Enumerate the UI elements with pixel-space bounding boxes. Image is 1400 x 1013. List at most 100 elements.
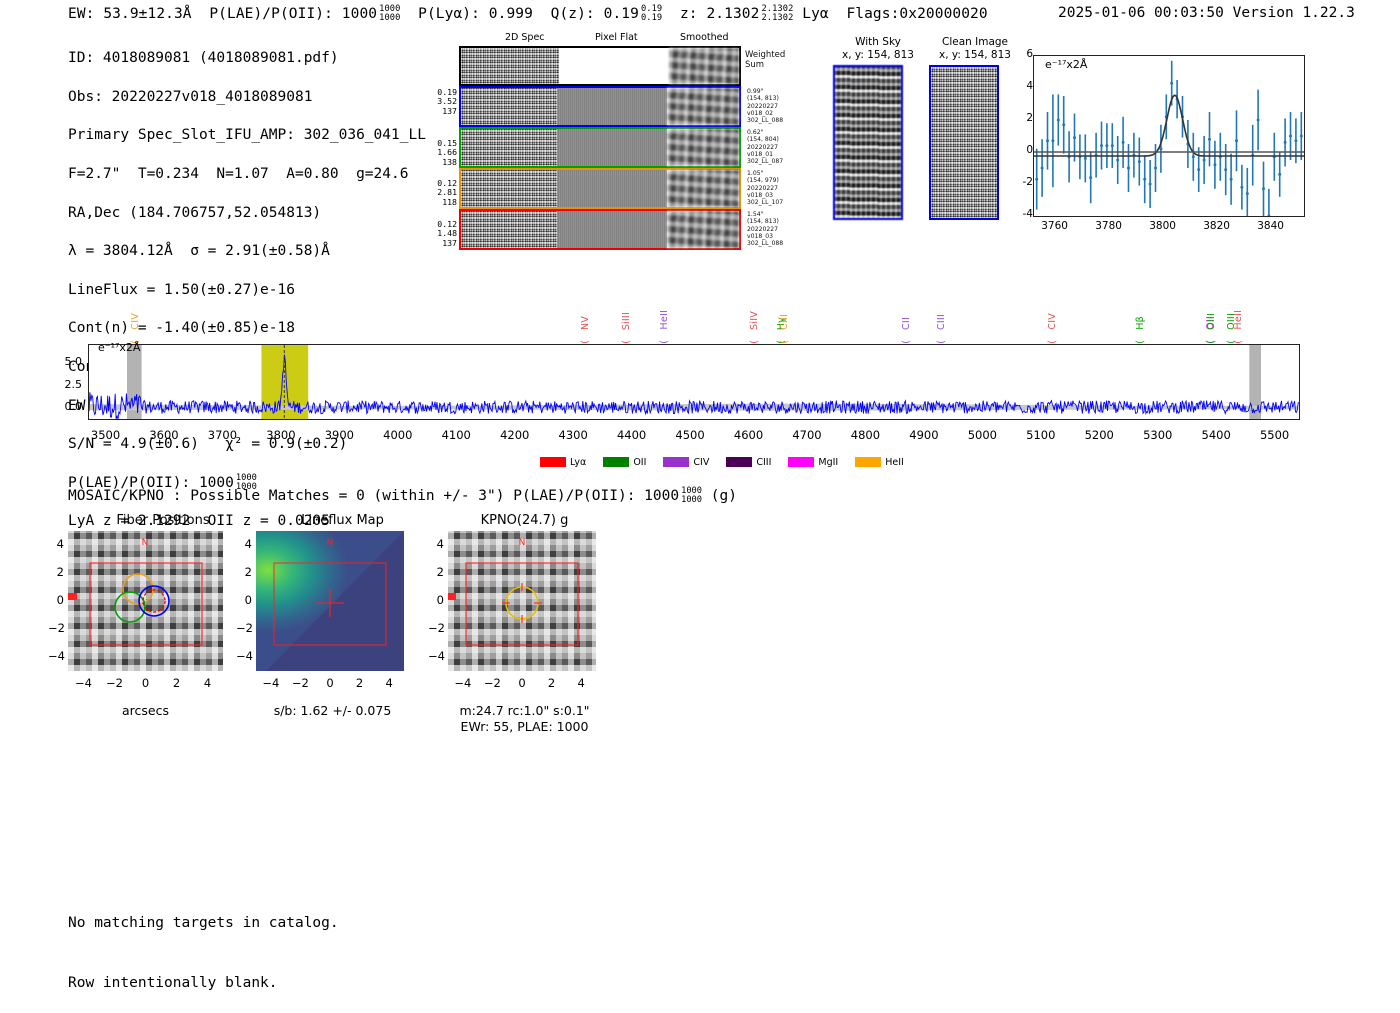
- fiber4-smoothed: [667, 211, 739, 248]
- emission-line-label: SiIV: [749, 311, 761, 330]
- row3-num-2: 118: [442, 196, 457, 207]
- legend-swatch: [788, 457, 815, 467]
- legend-label: MgII: [818, 456, 839, 468]
- emission-line-label: HeII: [658, 310, 670, 330]
- legend-item: CIII: [726, 457, 771, 468]
- panel-xtick: −4: [262, 676, 280, 690]
- row-metrics-2: 0.15 1.66 138: [437, 138, 457, 167]
- row4-num-0: 0.12: [437, 219, 457, 229]
- main-xtick: 5200: [1084, 428, 1114, 442]
- info-line-obs: Obs: 20220227v018_4018089081: [68, 88, 313, 105]
- panel-xtick: 0: [326, 676, 334, 690]
- legend-label: OII: [633, 456, 647, 468]
- weighted-sum-pixelflat: [559, 48, 669, 84]
- main-xtick: 4600: [733, 428, 764, 442]
- main-xtick: 4500: [675, 428, 705, 442]
- fit-xtick: 3820: [1203, 220, 1230, 232]
- row4-num-2: 137: [442, 237, 457, 248]
- row1-num-0: 0.19: [437, 87, 457, 97]
- z-hi: 2.1302: [761, 4, 794, 14]
- fiber-row-2: [459, 127, 741, 168]
- main-xtick: 4300: [558, 428, 588, 442]
- fit-ytick: -4: [1022, 208, 1033, 220]
- plae-lo: 1000: [379, 12, 401, 23]
- lineflux-map-image: N: [256, 531, 404, 671]
- panel-ytick: 0: [436, 593, 444, 607]
- main-xtick: 4000: [383, 428, 413, 442]
- panel-xtick: −4: [454, 676, 472, 690]
- legend-label: CIV: [693, 456, 710, 468]
- col-title-pixelflat: Pixel Flat: [595, 32, 638, 43]
- legend-label: HeII: [885, 456, 904, 468]
- info-line-cont-n: Cont(n) = -1.40(±0.85)e-18: [68, 320, 295, 337]
- emission-line-label: Hβ: [1135, 316, 1147, 330]
- emission-line-label: OIII: [1206, 313, 1218, 330]
- info-plae-lo: 1000: [235, 481, 257, 492]
- fiber1-pixelflat: [557, 88, 667, 125]
- fit-ytick: 0: [1026, 144, 1033, 156]
- fit-plot-yunit: e⁻¹⁷x2Å: [1045, 58, 1088, 71]
- weighted-sum-label: Weighted Sum: [745, 50, 786, 70]
- fit-ytick: 6: [1026, 48, 1033, 60]
- row-metrics-4: 0.12 1.48 137: [437, 219, 457, 248]
- legend-swatch: [726, 457, 753, 467]
- panel-title-lineflux-map: Lineflux Map: [301, 513, 384, 528]
- fit-xtick: 3800: [1149, 220, 1176, 232]
- panel-xtick: 4: [385, 676, 393, 690]
- main-xtick: 4100: [441, 428, 471, 442]
- main-xtick: 5000: [967, 428, 997, 442]
- legend-label: Lyα: [570, 456, 587, 468]
- fit-xtick: 3780: [1095, 220, 1122, 232]
- full-spectrum-svg: [89, 345, 1299, 419]
- main-ytick: 2.5: [64, 377, 83, 391]
- fiber-row-3: [459, 168, 741, 209]
- fiber-note-1: 0.99" (154, 813) 20220227 v018_02 302_LL…: [747, 88, 784, 125]
- info-line-redshifts: LyA z = 2.1292 OII z = 0.0205: [68, 513, 330, 530]
- row3-num-1: 2.81: [437, 187, 457, 198]
- main-ytick: 5.0: [64, 355, 83, 369]
- legend-item: HeII: [855, 457, 904, 468]
- emission-line-label: SiIII: [620, 311, 632, 330]
- main-plot-yunit: e⁻¹⁷x2Å: [98, 341, 141, 354]
- plya-label: P(Lyα):: [418, 5, 480, 22]
- flags-value: Flags:0x20000020: [846, 5, 988, 22]
- legend-item: Lyα: [540, 457, 586, 468]
- qz-hi: 0.19: [640, 4, 663, 14]
- panel-ytick: −4: [428, 649, 445, 663]
- panel-ytick: 4: [244, 537, 252, 551]
- legend-swatch: [663, 457, 690, 467]
- footer-note: No matching targets in catalog. Row inte…: [68, 873, 339, 1013]
- legend-item: OII: [603, 457, 646, 468]
- z-type: Lyα: [802, 5, 829, 22]
- fiber-note-2: 0.62" (154, 804) 20220227 v018_01 302_LL…: [747, 129, 784, 166]
- fit-ytick: 4: [1026, 80, 1033, 92]
- row1-num-1: 3.52: [437, 96, 457, 107]
- spectrum-legend: Lyα OII CIV CIII MgII HeII: [540, 452, 921, 471]
- panel-xtick: 0: [518, 676, 526, 690]
- legend-swatch: [603, 457, 630, 467]
- emission-line-label: CIII: [936, 314, 948, 330]
- fiber-positions-image: N: [68, 531, 223, 671]
- cutout-image-with-sky: [833, 65, 903, 220]
- main-xtick: 5500: [1259, 428, 1290, 442]
- col-title-smoothed: Smoothed: [680, 32, 729, 43]
- panel-xtick: −2: [106, 676, 123, 690]
- fiber-row-1: [459, 86, 741, 127]
- fiber2-smoothed: [667, 129, 739, 166]
- main-xtick: 4800: [850, 428, 881, 442]
- main-xtick: 3500: [90, 428, 121, 442]
- z-lo: 2.1302: [761, 12, 794, 23]
- panel-ytick: −2: [428, 621, 445, 635]
- z-label: z:: [679, 5, 698, 22]
- fit-xtick: 3760: [1041, 220, 1068, 232]
- row2-num-1: 1.66: [437, 147, 457, 158]
- panel-ytick: 0: [244, 593, 252, 607]
- panel-xtick: 2: [172, 676, 181, 690]
- fiber-overlay-svg: N: [68, 538, 203, 646]
- cutout-image-clean: [929, 65, 999, 220]
- fiber3-smoothed: [667, 170, 739, 207]
- qz-value: 0.19: [603, 5, 639, 22]
- panel-ytick: −2: [236, 621, 253, 635]
- header-summary-line: EW: 53.9±12.3Å P(LAE)/P(OII): 1000 1000 10…: [68, 5, 988, 23]
- main-xtick: 3600: [149, 428, 179, 442]
